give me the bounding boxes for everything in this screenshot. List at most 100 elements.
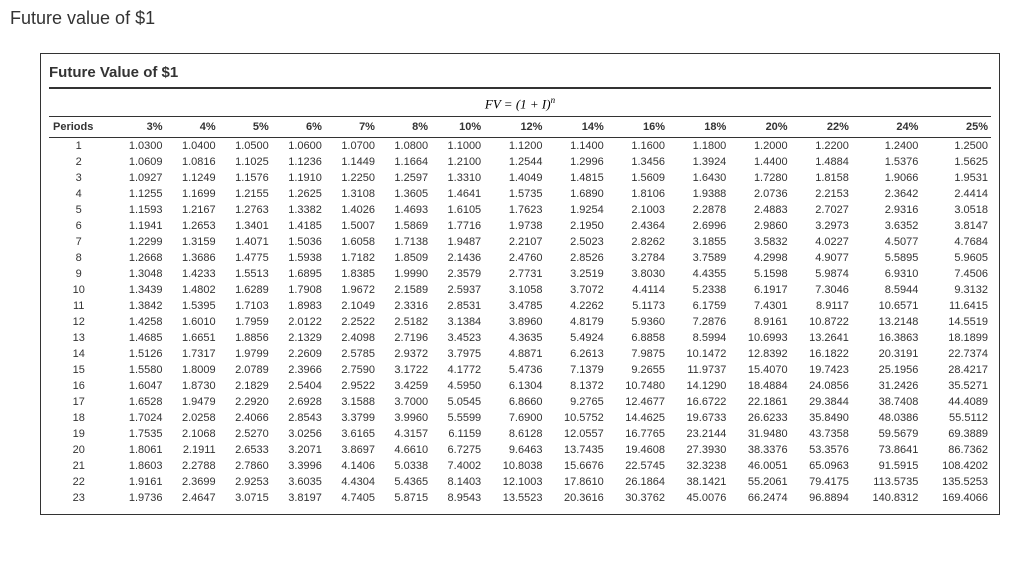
- value-cell: 1.1664: [378, 154, 431, 170]
- value-cell: 1.4400: [729, 154, 790, 170]
- value-cell: 7.3046: [791, 282, 852, 298]
- value-cell: 1.4641: [431, 186, 484, 202]
- value-cell: 2.7027: [791, 202, 852, 218]
- value-cell: 2.5182: [378, 314, 431, 330]
- value-cell: 1.9990: [378, 266, 431, 282]
- value-cell: 30.3762: [607, 490, 668, 506]
- table-body: 11.03001.04001.05001.06001.07001.08001.1…: [49, 138, 991, 507]
- value-cell: 5.1173: [607, 298, 668, 314]
- value-cell: 2.6928: [272, 394, 325, 410]
- value-cell: 1.0400: [166, 138, 219, 155]
- formula: FV = (1 + I)n: [49, 91, 991, 116]
- value-cell: 2.2107: [484, 234, 545, 250]
- period-cell: 7: [49, 234, 112, 250]
- value-cell: 2.2878: [668, 202, 729, 218]
- value-cell: 2.5404: [272, 378, 325, 394]
- value-cell: 6.2613: [545, 346, 606, 362]
- value-cell: 4.6610: [378, 442, 431, 458]
- rate-header: 4%: [166, 117, 219, 138]
- period-cell: 23: [49, 490, 112, 506]
- value-cell: 69.3889: [921, 426, 991, 442]
- value-cell: 7.4506: [921, 266, 991, 282]
- value-cell: 4.4114: [607, 282, 668, 298]
- value-cell: 66.2474: [729, 490, 790, 506]
- table-row: 211.86032.27882.78603.39964.14065.03387.…: [49, 458, 991, 474]
- value-cell: 1.2996: [545, 154, 606, 170]
- rate-header: 10%: [431, 117, 484, 138]
- value-cell: 2.0736: [729, 186, 790, 202]
- table-row: 81.26681.36861.47751.59381.71821.85092.1…: [49, 250, 991, 266]
- value-cell: 1.0300: [112, 138, 165, 155]
- period-cell: 17: [49, 394, 112, 410]
- value-cell: 1.6890: [545, 186, 606, 202]
- value-cell: 4.8179: [545, 314, 606, 330]
- value-cell: 1.6058: [325, 234, 378, 250]
- value-cell: 4.5077: [852, 234, 921, 250]
- value-cell: 135.5253: [921, 474, 991, 490]
- value-cell: 2.1329: [272, 330, 325, 346]
- value-cell: 1.2668: [112, 250, 165, 266]
- value-cell: 2.4760: [484, 250, 545, 266]
- value-cell: 2.4883: [729, 202, 790, 218]
- value-cell: 1.2299: [112, 234, 165, 250]
- value-cell: 1.1255: [112, 186, 165, 202]
- value-cell: 113.5735: [852, 474, 921, 490]
- value-cell: 3.8697: [325, 442, 378, 458]
- value-cell: 3.4523: [431, 330, 484, 346]
- value-cell: 1.9487: [431, 234, 484, 250]
- table-row: 91.30481.42331.55131.68951.83851.99902.3…: [49, 266, 991, 282]
- value-cell: 8.9161: [729, 314, 790, 330]
- table-row: 11.03001.04001.05001.06001.07001.08001.1…: [49, 138, 991, 155]
- value-cell: 5.4736: [484, 362, 545, 378]
- value-cell: 1.1699: [166, 186, 219, 202]
- value-cell: 1.5513: [219, 266, 272, 282]
- value-cell: 1.9388: [668, 186, 729, 202]
- value-cell: 4.0227: [791, 234, 852, 250]
- value-cell: 6.1917: [729, 282, 790, 298]
- value-cell: 2.6533: [219, 442, 272, 458]
- value-cell: 22.5745: [607, 458, 668, 474]
- value-cell: 5.9605: [921, 250, 991, 266]
- value-cell: 1.2167: [166, 202, 219, 218]
- value-cell: 5.9360: [607, 314, 668, 330]
- value-cell: 3.8960: [484, 314, 545, 330]
- value-cell: 65.0963: [791, 458, 852, 474]
- value-cell: 3.0715: [219, 490, 272, 506]
- period-cell: 2: [49, 154, 112, 170]
- value-cell: 1.7908: [272, 282, 325, 298]
- value-cell: 2.8526: [545, 250, 606, 266]
- value-cell: 35.5271: [921, 378, 991, 394]
- value-cell: 3.1722: [378, 362, 431, 378]
- value-cell: 1.9799: [219, 346, 272, 362]
- value-cell: 7.6900: [484, 410, 545, 426]
- value-cell: 10.6993: [729, 330, 790, 346]
- value-cell: 3.1058: [484, 282, 545, 298]
- value-cell: 1.7716: [431, 218, 484, 234]
- value-cell: 2.7731: [484, 266, 545, 282]
- value-cell: 5.4924: [545, 330, 606, 346]
- value-cell: 23.2144: [668, 426, 729, 442]
- value-cell: 1.4815: [545, 170, 606, 186]
- value-cell: 5.5895: [852, 250, 921, 266]
- value-cell: 3.0256: [272, 426, 325, 442]
- value-cell: 2.3966: [272, 362, 325, 378]
- rate-header: 20%: [729, 117, 790, 138]
- value-cell: 2.2522: [325, 314, 378, 330]
- value-cell: 1.3159: [166, 234, 219, 250]
- value-cell: 1.1941: [112, 218, 165, 234]
- value-cell: 2.1049: [325, 298, 378, 314]
- value-cell: 17.8610: [545, 474, 606, 490]
- value-cell: 4.4304: [325, 474, 378, 490]
- value-cell: 12.4677: [607, 394, 668, 410]
- value-cell: 3.2519: [545, 266, 606, 282]
- value-cell: 1.4071: [219, 234, 272, 250]
- rate-header: 6%: [272, 117, 325, 138]
- value-cell: 10.8038: [484, 458, 545, 474]
- value-cell: 20.3191: [852, 346, 921, 362]
- value-cell: 1.5395: [166, 298, 219, 314]
- value-cell: 15.6676: [545, 458, 606, 474]
- page-heading: Future value of $1: [0, 0, 1024, 37]
- value-cell: 13.2148: [852, 314, 921, 330]
- value-cell: 1.5580: [112, 362, 165, 378]
- value-cell: 2.9522: [325, 378, 378, 394]
